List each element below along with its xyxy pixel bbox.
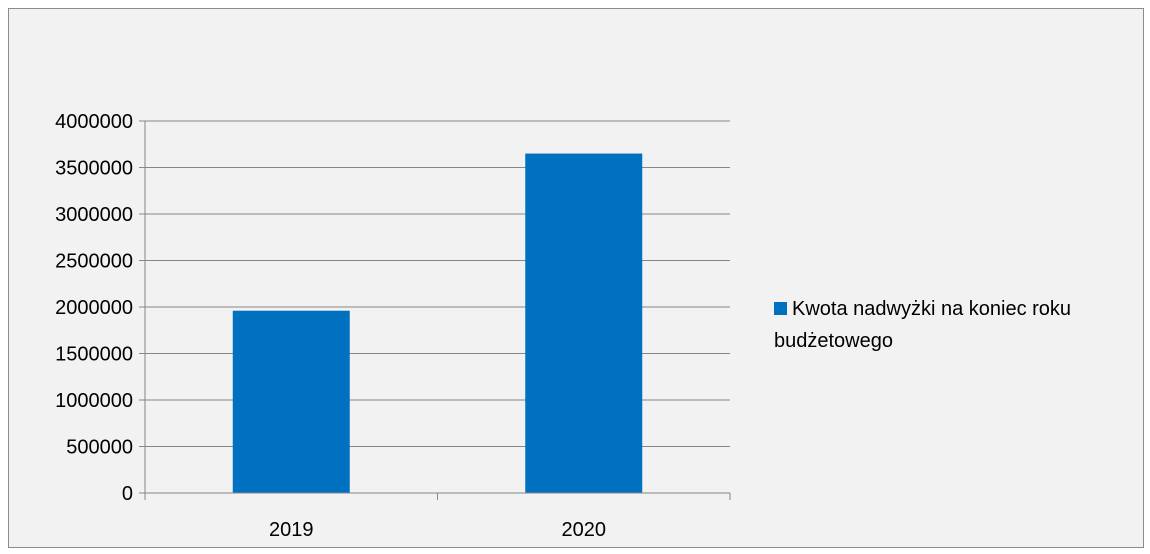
legend-label: Kwota nadwyżki na koniec roku budżetoweg… (774, 298, 1072, 352)
y-tick-label: 2000000 (55, 297, 133, 319)
y-tick-label: 1500000 (55, 344, 133, 366)
y-tick-label: 1000000 (55, 390, 133, 412)
x-tick-label: 2020 (562, 519, 607, 541)
y-tick-label: 3500000 (55, 158, 133, 180)
legend-swatch (774, 302, 787, 315)
bar-2019 (232, 310, 350, 493)
bar-2020 (525, 153, 643, 494)
x-tick-label: 2019 (269, 519, 314, 541)
y-tick-label: 2500000 (55, 251, 133, 273)
y-tick-label: 500000 (66, 437, 133, 459)
legend: Kwota nadwyżki na koniec roku budżetoweg… (774, 293, 1146, 357)
y-tick-label: 4000000 (55, 111, 133, 133)
y-tick-label: 3000000 (55, 204, 133, 226)
y-tick-label: 0 (122, 483, 133, 505)
